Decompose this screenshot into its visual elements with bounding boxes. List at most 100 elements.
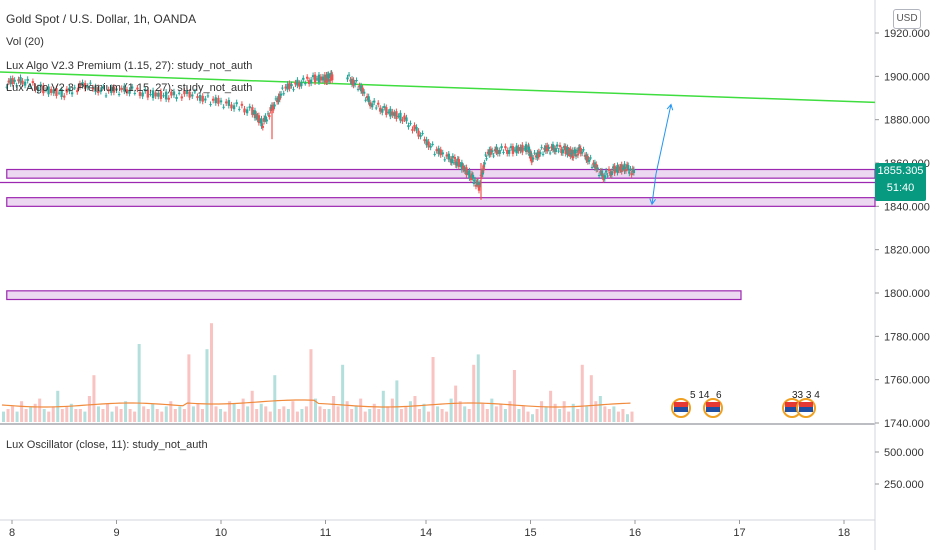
candle-body bbox=[492, 155, 495, 157]
volume-bar bbox=[630, 411, 634, 422]
candle-body bbox=[564, 146, 567, 154]
candle-body bbox=[70, 92, 74, 95]
candle-body bbox=[272, 104, 275, 111]
candle-body bbox=[484, 154, 487, 156]
candle-body bbox=[528, 151, 532, 153]
volume-bar bbox=[476, 354, 480, 422]
currency-button[interactable]: USD bbox=[893, 9, 921, 29]
volume-bar bbox=[51, 406, 55, 422]
candle-body bbox=[227, 100, 231, 106]
candle-body bbox=[99, 89, 103, 92]
candle-body bbox=[222, 106, 225, 108]
candle-body bbox=[523, 148, 526, 150]
candle-body bbox=[149, 93, 152, 95]
candle-body bbox=[373, 100, 376, 103]
study-legend-2: Lux Algo V2.3 Premium (1.15, 27): study_… bbox=[6, 82, 253, 94]
candle-body bbox=[620, 164, 623, 173]
candle-body bbox=[423, 139, 426, 142]
volume-bar bbox=[173, 409, 177, 422]
candle-body bbox=[270, 104, 274, 109]
x-tick-label: 11 bbox=[320, 527, 331, 539]
candle-body bbox=[188, 91, 191, 98]
candle-body bbox=[307, 80, 311, 85]
volume-bar bbox=[105, 403, 110, 422]
candle-body bbox=[379, 107, 382, 112]
y-tick-label: 1760.000 bbox=[884, 375, 930, 387]
candle-body bbox=[201, 95, 204, 102]
volume-bar bbox=[11, 406, 15, 422]
candle-body bbox=[515, 145, 518, 154]
volume-bar bbox=[214, 406, 218, 422]
candle-body bbox=[580, 151, 584, 154]
candle-body bbox=[571, 149, 574, 158]
candle-body bbox=[248, 106, 251, 109]
volume-bar bbox=[585, 406, 589, 422]
arrow-head bbox=[666, 103, 674, 111]
candle-body bbox=[630, 173, 633, 176]
volume-bar bbox=[250, 390, 254, 422]
candle-body bbox=[311, 75, 315, 78]
volume-bar bbox=[124, 401, 128, 422]
candle-body bbox=[586, 156, 590, 163]
volume-bar bbox=[458, 401, 462, 422]
candle-body bbox=[550, 146, 553, 149]
volume-bar bbox=[313, 398, 317, 422]
candle-body bbox=[313, 74, 317, 83]
event-flag-1-band bbox=[674, 407, 688, 412]
candle-body bbox=[29, 85, 32, 87]
volume-bar bbox=[309, 349, 313, 422]
current-price: 1855.305 bbox=[877, 165, 924, 177]
volume-bar bbox=[445, 411, 449, 422]
candle-body bbox=[539, 152, 542, 155]
candle-body bbox=[466, 172, 470, 174]
candle-body bbox=[275, 100, 279, 103]
candle-body bbox=[112, 86, 116, 93]
candle-body bbox=[486, 151, 490, 154]
oscillator-legend: Lux Oscillator (close, 11): study_not_au… bbox=[6, 439, 208, 451]
volume-bar bbox=[87, 396, 91, 422]
y-tick-label: 1800.000 bbox=[884, 288, 930, 300]
volume-bar bbox=[155, 409, 159, 422]
candle-body bbox=[42, 85, 45, 94]
volume-bar bbox=[92, 375, 96, 422]
candle-body bbox=[588, 159, 591, 162]
candle-body bbox=[389, 108, 392, 117]
candle-body bbox=[86, 85, 89, 88]
candle-body bbox=[610, 171, 614, 176]
y-tick-label: 1820.000 bbox=[884, 245, 930, 257]
candle-body bbox=[489, 148, 492, 155]
current-price-badge: 1855.305 51:40 bbox=[875, 163, 926, 201]
volume-bar bbox=[2, 411, 6, 422]
candle-body bbox=[279, 93, 283, 96]
candle-body bbox=[421, 133, 424, 135]
candle-body bbox=[284, 86, 287, 89]
candle-body bbox=[579, 148, 582, 154]
candle-body bbox=[445, 154, 448, 157]
candle-body bbox=[167, 97, 170, 100]
candle-body bbox=[76, 90, 79, 93]
volume-bar bbox=[562, 401, 566, 422]
candle-body bbox=[536, 152, 539, 159]
candle-body bbox=[329, 79, 332, 82]
candle-body bbox=[278, 93, 281, 100]
candle-body bbox=[600, 170, 604, 177]
candle-body bbox=[590, 166, 594, 168]
volume-bar bbox=[187, 354, 191, 422]
candle-body bbox=[258, 120, 262, 122]
candle-body bbox=[546, 145, 549, 152]
volume-bar bbox=[499, 403, 503, 422]
candle-body bbox=[547, 146, 550, 149]
volume-bar bbox=[24, 409, 28, 422]
volume-bar bbox=[440, 409, 444, 422]
candle-body bbox=[286, 83, 289, 90]
volume-bar bbox=[399, 409, 403, 422]
candle-body bbox=[358, 85, 361, 88]
candle-body bbox=[453, 156, 457, 159]
candle-body bbox=[619, 166, 622, 171]
candle-body bbox=[243, 108, 246, 113]
zone-2 bbox=[6, 197, 876, 207]
candle-body bbox=[170, 91, 173, 96]
x-tick-label: 10 bbox=[215, 527, 227, 539]
arrow-head bbox=[649, 198, 656, 206]
